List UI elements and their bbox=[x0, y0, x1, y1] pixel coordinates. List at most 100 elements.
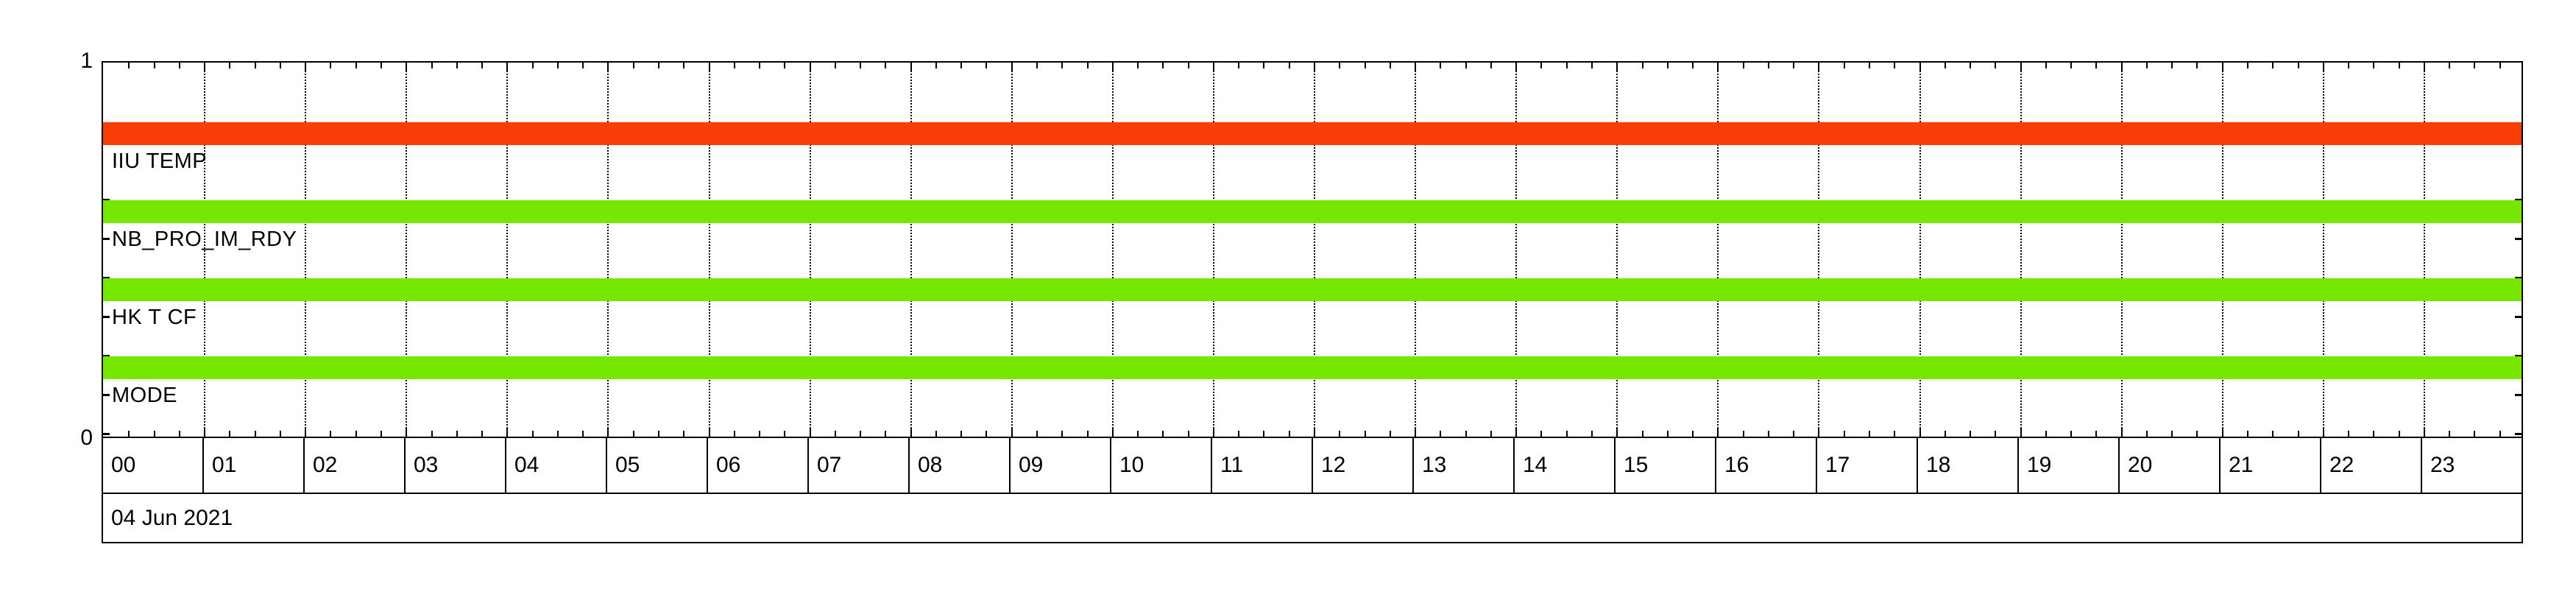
axis-tick bbox=[1641, 63, 1643, 68]
axis-tick bbox=[153, 431, 155, 437]
axis-tick bbox=[809, 63, 811, 71]
axis-tick bbox=[2221, 428, 2223, 437]
axis-tick bbox=[1061, 431, 1064, 437]
hour-label-cell: 23 bbox=[2430, 453, 2455, 477]
axis-tick bbox=[2297, 431, 2299, 437]
hour-label-cell: 22 bbox=[2321, 438, 2422, 493]
axis-tick bbox=[2499, 431, 2501, 437]
row-edge-tick bbox=[103, 316, 110, 318]
axis-tick bbox=[1465, 63, 1467, 68]
axis-tick bbox=[330, 431, 332, 437]
axis-tick bbox=[1389, 63, 1391, 68]
axis-tick bbox=[860, 431, 862, 437]
axis-tick bbox=[784, 431, 786, 437]
axis-tick bbox=[1616, 63, 1618, 71]
hour-gridline bbox=[607, 63, 609, 437]
hour-gridline bbox=[1212, 63, 1214, 437]
hour-label-cell: 04 bbox=[506, 438, 607, 493]
hour-label-cell: 20 bbox=[2120, 438, 2221, 493]
axis-tick bbox=[1717, 428, 1719, 437]
axis-tick bbox=[986, 63, 988, 68]
axis-tick bbox=[657, 63, 659, 68]
axis-tick bbox=[1717, 63, 1719, 71]
axis-tick bbox=[1944, 63, 1946, 68]
axis-tick bbox=[2145, 63, 2148, 68]
series-label: HK T CF bbox=[112, 306, 197, 329]
axis-tick bbox=[1339, 63, 1341, 68]
axis-tick bbox=[2398, 63, 2400, 68]
axis-tick bbox=[1818, 428, 1820, 437]
hour-label-cell: 16 bbox=[1716, 438, 1817, 493]
axis-tick bbox=[254, 431, 256, 437]
axis-tick bbox=[2020, 428, 2022, 437]
axis-tick bbox=[708, 63, 710, 71]
axis-tick bbox=[254, 63, 256, 68]
axis-tick bbox=[1919, 428, 1921, 437]
row-edge-tick bbox=[103, 433, 110, 435]
axis-tick bbox=[683, 431, 685, 437]
hour-label-cell: 14 bbox=[1515, 438, 1616, 493]
axis-tick bbox=[1036, 431, 1038, 437]
axis-tick bbox=[910, 428, 912, 437]
axis-tick bbox=[1238, 63, 1240, 68]
axis-tick bbox=[1490, 431, 1492, 437]
axis-tick bbox=[531, 63, 534, 68]
hour-gridline bbox=[1111, 63, 1114, 437]
axis-tick bbox=[1238, 431, 1240, 437]
axis-tick bbox=[128, 431, 130, 437]
hour-gridline bbox=[406, 63, 408, 437]
axis-tick bbox=[2499, 63, 2501, 68]
hour-label-cell: 19 bbox=[2019, 438, 2120, 493]
row-edge-tick bbox=[2515, 238, 2522, 240]
row-edge-tick bbox=[103, 394, 110, 396]
axis-tick bbox=[1995, 63, 1997, 68]
axis-tick bbox=[1212, 63, 1214, 71]
series-status-bar bbox=[103, 356, 2522, 379]
axis-tick bbox=[2095, 63, 2098, 68]
axis-tick bbox=[406, 428, 408, 437]
axis-tick bbox=[1970, 431, 1972, 437]
axis-tick bbox=[2020, 63, 2022, 71]
row-edge-tick bbox=[2515, 277, 2522, 279]
axis-tick bbox=[2247, 63, 2249, 68]
axis-tick bbox=[960, 63, 963, 68]
axis-tick bbox=[1666, 431, 1669, 437]
hour-label-cell: 09 bbox=[1011, 438, 1111, 493]
axis-tick bbox=[1263, 63, 1265, 68]
axis-tick bbox=[355, 63, 357, 68]
axis-tick bbox=[330, 63, 332, 68]
axis-tick bbox=[2045, 431, 2047, 437]
axis-tick bbox=[431, 431, 433, 437]
axis-tick bbox=[1616, 428, 1618, 437]
axis-tick bbox=[1894, 431, 1896, 437]
axis-tick bbox=[1415, 428, 1417, 437]
hour-label-cell: 18 bbox=[1918, 438, 2019, 493]
axis-tick bbox=[406, 63, 408, 71]
axis-tick bbox=[481, 63, 484, 68]
axis-tick bbox=[1314, 63, 1315, 71]
hour-gridline bbox=[1515, 63, 1518, 437]
hour-gridline bbox=[204, 63, 206, 437]
axis-tick bbox=[1641, 431, 1643, 437]
hour-label-cell: 02 bbox=[305, 438, 406, 493]
hour-label-cell: 01 bbox=[204, 438, 305, 493]
series-label: NB_PRO_IM_RDY bbox=[112, 228, 297, 251]
axis-tick bbox=[607, 428, 609, 437]
axis-tick bbox=[2120, 63, 2123, 71]
axis-tick bbox=[2095, 431, 2098, 437]
axis-tick bbox=[1793, 431, 1795, 437]
hour-gridline bbox=[2120, 63, 2123, 437]
hour-label-cell: 17 bbox=[1817, 438, 1918, 493]
axis-tick bbox=[2423, 428, 2425, 437]
axis-tick bbox=[2045, 63, 2047, 68]
hour-label-cell: 05 bbox=[607, 438, 708, 493]
axis-tick bbox=[2348, 431, 2350, 437]
axis-tick bbox=[1843, 63, 1845, 68]
hour-gridline bbox=[2221, 63, 2223, 437]
axis-tick bbox=[2449, 431, 2451, 437]
axis-tick bbox=[1086, 63, 1089, 68]
axis-tick bbox=[1818, 63, 1820, 71]
axis-tick bbox=[1843, 431, 1845, 437]
axis-tick bbox=[935, 63, 937, 68]
hour-gridline bbox=[2423, 63, 2425, 437]
